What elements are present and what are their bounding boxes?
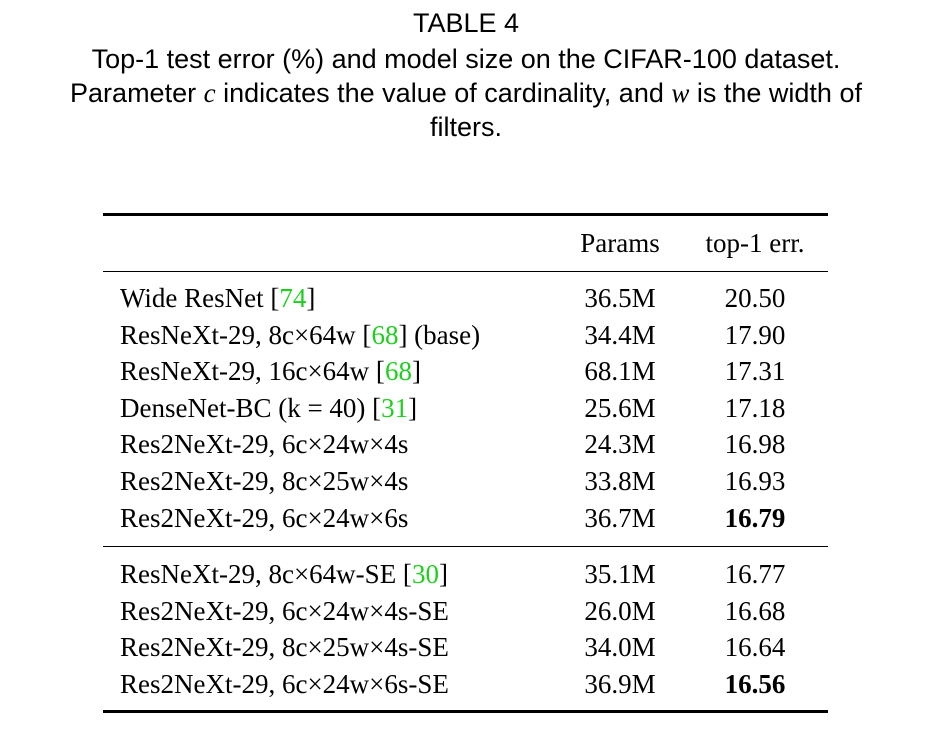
model-name: ] xyxy=(306,283,316,313)
model-name: Res2NeXt-29, 8c×25w×4s xyxy=(120,466,409,496)
params-cell: 33.8M xyxy=(584,466,656,496)
model-name: ] xyxy=(408,392,418,423)
params-cell: 68.1M xyxy=(584,356,656,387)
params-cell: 34.0M xyxy=(584,632,656,663)
citation: 68 xyxy=(371,319,399,350)
error-cell: 16.98 xyxy=(724,429,786,460)
bottom-rule xyxy=(103,710,828,713)
row-name: Res2NeXt-29, 6c×24w×4s xyxy=(120,428,408,460)
caption-text: Parameter xyxy=(70,78,204,108)
error-cell: 16.68 xyxy=(724,595,786,626)
citation: 30 xyxy=(411,559,439,589)
params-cell: 25.6M xyxy=(584,392,656,423)
error-cell: 17.31 xyxy=(724,356,786,387)
citation: 68 xyxy=(384,356,412,387)
caption-text: indicates the value of cardinality, and xyxy=(215,78,672,108)
caption-symbol: w xyxy=(671,78,690,108)
model-name: Res2NeXt-29, 6c×24w×6s xyxy=(120,502,409,533)
caption: Top-1 test error (%) and model size on t… xyxy=(0,42,932,144)
caption-text: is the width of xyxy=(689,78,862,108)
params-cell: 36.5M xyxy=(584,283,656,313)
model-name: ResNeXt-29, 8c×64w-SE [ xyxy=(120,559,412,589)
error-cell: 16.93 xyxy=(724,466,786,496)
row-name: Res2NeXt-29, 8c×25w×4s-SE xyxy=(120,631,449,663)
error-cell: 16.79 xyxy=(724,502,786,533)
row-name: Res2NeXt-29, 8c×25w×4s xyxy=(120,465,408,497)
mid-rule xyxy=(103,271,828,272)
group-rule xyxy=(103,546,828,547)
row-name: Res2NeXt-29, 6c×24w×4s-SE xyxy=(120,595,449,627)
model-name: ResNeXt-29, 16c×64w [ xyxy=(120,356,385,387)
row-name: Wide ResNet [74] xyxy=(120,282,315,314)
error-cell: 20.50 xyxy=(724,283,786,313)
model-name: DenseNet-BC (k = 40) [ xyxy=(120,392,382,423)
model-name: Res2NeXt-29, 6c×24w×6s-SE xyxy=(120,668,449,699)
column-header: Params xyxy=(580,228,660,258)
caption-text: Top-1 test error (%) and model size on t… xyxy=(91,44,841,74)
error-cell: 17.90 xyxy=(724,319,786,350)
model-name: Wide ResNet [ xyxy=(120,283,280,313)
model-name: ] xyxy=(411,356,421,387)
error-cell: 16.77 xyxy=(724,559,786,589)
model-name: Res2NeXt-29, 6c×24w×4s xyxy=(120,429,409,460)
model-name: ] xyxy=(438,559,448,589)
row-name: ResNeXt-29, 16c×64w [68] xyxy=(120,355,421,387)
caption-symbol: c xyxy=(203,78,216,108)
params-cell: 24.3M xyxy=(584,429,656,460)
citation: 74 xyxy=(279,283,307,313)
model-name: Res2NeXt-29, 6c×24w×4s-SE xyxy=(120,595,449,626)
error-cell: 17.18 xyxy=(724,392,786,423)
params-cell: 26.0M xyxy=(584,595,656,626)
model-name: ResNeXt-29, 8c×64w [ xyxy=(120,319,372,350)
model-name: ] (base) xyxy=(398,319,481,350)
row-name: ResNeXt-29, 8c×64w [68] (base) xyxy=(120,319,480,351)
citation: 31 xyxy=(381,392,409,423)
table-label: TABLE 4 xyxy=(412,8,520,38)
caption-text: filters. xyxy=(429,112,502,142)
params-cell: 36.9M xyxy=(584,668,656,699)
params-cell: 34.4M xyxy=(584,319,656,350)
row-name: DenseNet-BC (k = 40) [31] xyxy=(120,392,417,424)
row-name: Res2NeXt-29, 6c×24w×6s-SE xyxy=(120,668,449,700)
row-name: ResNeXt-29, 8c×64w-SE [30] xyxy=(120,558,448,590)
error-cell: 16.56 xyxy=(724,668,786,699)
params-cell: 35.1M xyxy=(584,559,656,589)
row-name: Res2NeXt-29, 6c×24w×6s xyxy=(120,502,408,534)
params-cell: 36.7M xyxy=(584,502,656,533)
top-rule xyxy=(103,213,828,216)
model-name: Res2NeXt-29, 8c×25w×4s-SE xyxy=(120,632,449,663)
column-header: top-1 err. xyxy=(705,228,805,258)
error-cell: 16.64 xyxy=(724,632,786,663)
